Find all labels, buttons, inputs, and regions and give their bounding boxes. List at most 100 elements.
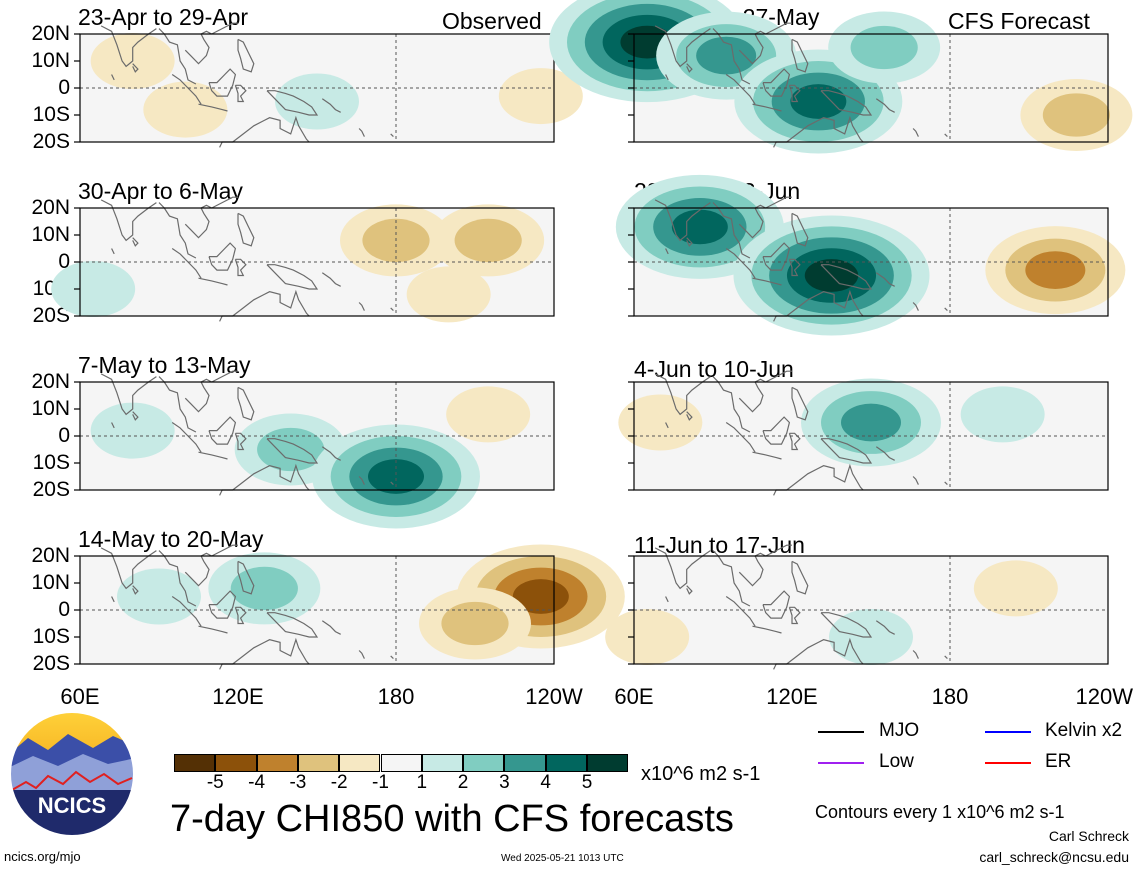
coastline-5 (208, 242, 237, 271)
y-tick-label: 20S (32, 304, 70, 327)
coastline-1 (712, 376, 751, 433)
coastline-1 (712, 202, 751, 259)
author: Carl Schreck (1048, 828, 1129, 844)
y-tick-label: 20S (32, 478, 70, 501)
coastline-8 (820, 612, 873, 638)
coastline-7 (791, 386, 809, 421)
y-tick-label: 20N (31, 544, 70, 567)
main-title: 7-day CHI850 with CFS forecasts (170, 798, 734, 840)
coastline-13 (111, 74, 115, 81)
x-tick-label: 120E (766, 684, 818, 709)
coastline-1 (712, 28, 751, 85)
y-tick-label: 10N (31, 49, 70, 72)
anomaly-contour-p5-1-2 (257, 427, 325, 472)
coastline-12 (390, 655, 394, 660)
coastline-12 (944, 307, 948, 312)
coastline-6 (234, 84, 247, 103)
anomaly-contour-p3-3-1 (406, 266, 491, 323)
coastline-6 (788, 606, 801, 625)
map-panel-2 (549, 0, 1133, 154)
timestamp: Wed 2025-05-21 1013 UTC (501, 853, 624, 864)
coastline-9 (773, 289, 864, 322)
coastline-5 (208, 68, 237, 97)
anomaly-contour-p6-2-1 (960, 386, 1045, 443)
anomaly-contour-p4-0-4 (671, 209, 728, 245)
colorbar-tick-label: -5 (206, 772, 224, 793)
coastline-12 (390, 307, 394, 312)
panel-title-1: 23-Apr to 29-Apr (78, 4, 249, 30)
x-tick-label: 180 (377, 684, 415, 709)
forecast-label: CFS Forecast (948, 8, 1090, 34)
anomaly-contour-p1-2-1 (275, 73, 359, 130)
coastline-7 (237, 212, 255, 247)
anomaly-contour-p3-2-2 (454, 218, 522, 262)
colorbar-tick-label: 5 (581, 772, 593, 793)
coastline-10 (321, 620, 341, 635)
x-tick-label: 60E (60, 684, 100, 709)
coastline-14 (686, 237, 693, 247)
anomaly-contour-p8-2-1 (973, 560, 1058, 617)
y-tick-label: 20S (32, 130, 70, 153)
legend-line-low (818, 762, 864, 764)
coastline-1 (158, 550, 197, 607)
observed-label: Observed (442, 8, 542, 34)
y-tick-label: 0 (58, 424, 70, 447)
coastline-8 (820, 438, 873, 464)
coastline-8 (266, 264, 319, 290)
colorbar-swatch (504, 754, 546, 772)
coastline-0 (654, 199, 711, 242)
coastline-4 (752, 103, 782, 112)
coastline-12 (944, 655, 948, 660)
coastline-10 (875, 620, 895, 635)
coastline-8 (266, 438, 319, 464)
coastline-6 (788, 84, 801, 103)
coastline-8 (266, 90, 319, 116)
y-tick-label: 10S (32, 451, 70, 474)
colorbar-swatch (297, 754, 340, 772)
coastline-11 (912, 476, 919, 485)
coastline-7 (237, 560, 255, 595)
map-panel-8 (605, 544, 1109, 670)
colorbar-tick-label: 3 (499, 772, 510, 793)
coastline-0 (100, 199, 157, 242)
colorbar-swatch (463, 754, 505, 772)
y-tick-label: 0 (58, 598, 70, 621)
map-panel-7 (74, 544, 625, 670)
legend-mjo: MJO (879, 720, 920, 741)
coastline-6 (234, 606, 247, 625)
coastline-0 (654, 547, 711, 590)
colorbar-swatch (339, 754, 381, 772)
coastline-1 (158, 376, 197, 433)
coastline-10 (321, 446, 341, 461)
colorbar-swatch (545, 754, 587, 772)
coastline-9 (219, 637, 310, 670)
coastline-1 (158, 202, 197, 259)
anomaly-contour-p1-3-1 (498, 68, 583, 125)
coastline-13 (665, 248, 669, 255)
anomaly-contour-p2-1-3 (696, 36, 757, 75)
coastline-5 (762, 590, 791, 619)
anomaly-contour-p7-1-2 (230, 566, 298, 610)
map-panel-5 (74, 370, 555, 529)
coastline-2 (738, 544, 792, 587)
coastline-4 (752, 451, 782, 460)
map-panel-6 (618, 370, 1109, 496)
coastline-12 (390, 481, 394, 486)
y-tick-label: 10N (31, 397, 70, 420)
colorbar-tick-label: 4 (540, 772, 551, 793)
anomaly-contour-p7-0-1 (117, 568, 201, 625)
coastline-14 (132, 411, 139, 421)
x-tick-label: 180 (931, 684, 969, 709)
coastline-9 (773, 115, 864, 148)
coastline-1 (712, 550, 751, 607)
coastline-2 (184, 544, 238, 587)
coastline-9 (219, 289, 310, 322)
x-tick-label: 120W (1075, 684, 1133, 709)
source-url: ncics.org/mjo (4, 849, 81, 864)
y-tick-label: 20S (32, 652, 70, 675)
coastline-11 (912, 302, 919, 311)
y-tick-label: 0 (58, 250, 70, 273)
units-label: x10^6 m2 s-1 (641, 763, 761, 785)
coastline-6 (788, 258, 801, 277)
coastline-11 (912, 650, 919, 659)
